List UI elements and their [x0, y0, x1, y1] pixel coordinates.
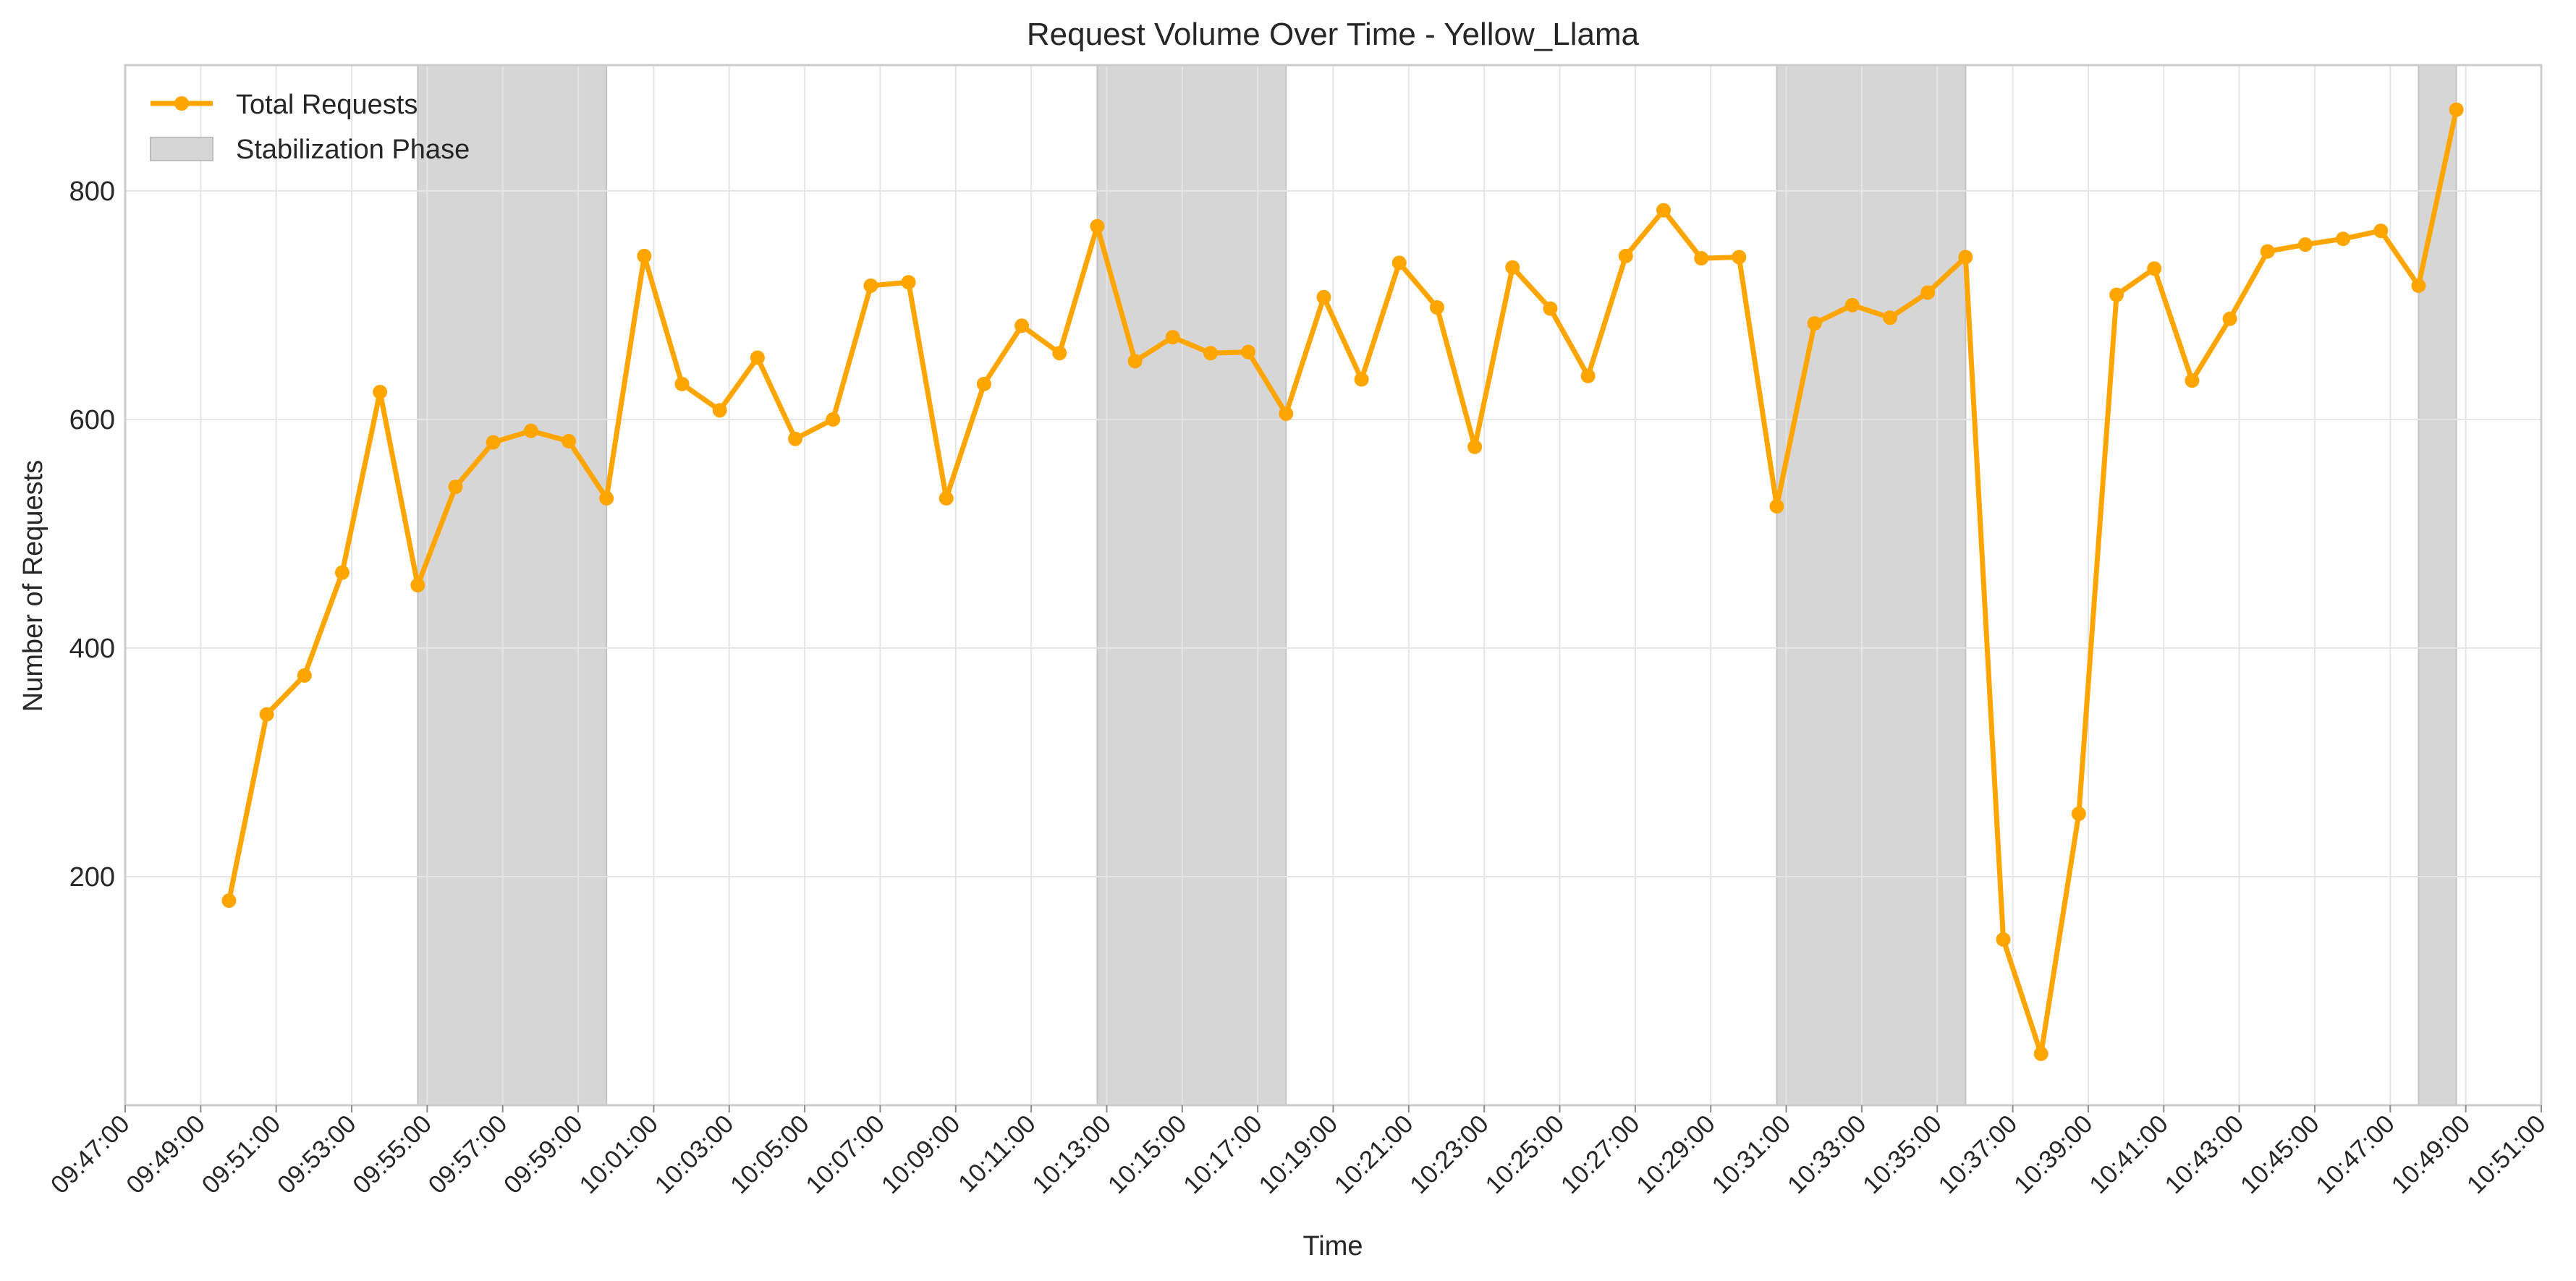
data-point	[1543, 301, 1558, 316]
data-point	[562, 433, 577, 448]
chart-title: Request Volume Over Time - Yellow_Llama	[1027, 17, 1640, 52]
data-point	[1316, 289, 1331, 305]
stabilization-region	[1096, 64, 1287, 1106]
data-point	[2071, 807, 2086, 822]
data-point	[1127, 354, 1143, 369]
data-point	[939, 490, 954, 506]
data-point	[448, 480, 463, 495]
data-point	[1279, 406, 1294, 421]
data-point	[2260, 244, 2275, 259]
data-point	[297, 668, 312, 683]
x-axis-label: Time	[1302, 1231, 1363, 1261]
data-point	[334, 565, 349, 580]
data-point	[2297, 237, 2313, 252]
data-point	[2147, 261, 2162, 276]
legend-shade-swatch	[150, 137, 213, 161]
data-point	[1694, 251, 1709, 266]
data-point	[1958, 250, 1973, 265]
legend: Total Requests Stabilization Phase	[150, 90, 470, 165]
data-point	[1429, 300, 1444, 315]
data-point	[637, 248, 652, 263]
data-point	[2109, 287, 2124, 302]
data-point	[1883, 310, 1898, 325]
data-point	[863, 278, 878, 293]
data-point	[373, 384, 388, 399]
legend-label-total-requests: Total Requests	[236, 90, 418, 120]
data-point	[826, 412, 841, 427]
data-point	[2411, 278, 2426, 293]
data-point	[486, 435, 501, 450]
data-point	[1920, 285, 1936, 300]
data-point	[259, 707, 274, 722]
data-point	[750, 350, 765, 365]
data-point	[1165, 330, 1180, 345]
data-point	[1467, 439, 1483, 454]
data-point	[1580, 368, 1596, 383]
data-point	[2033, 1046, 2048, 1061]
data-point	[788, 431, 803, 446]
data-point	[599, 490, 614, 506]
data-point	[1090, 218, 1105, 234]
data-point	[523, 423, 538, 438]
legend-marker-swatch	[174, 96, 189, 111]
data-point	[1656, 203, 1672, 218]
data-point	[976, 376, 991, 391]
stabilization-region	[417, 64, 608, 1106]
data-point	[2449, 102, 2464, 117]
y-tick-label: 800	[69, 176, 115, 207]
data-point	[1354, 372, 1369, 387]
data-point	[901, 275, 916, 290]
data-point	[1203, 346, 1218, 361]
data-point	[2222, 311, 2237, 326]
legend-label-stabilization-phase: Stabilization Phase	[236, 135, 470, 165]
data-point	[2336, 231, 2351, 247]
data-point	[1241, 344, 1256, 359]
data-point	[1391, 255, 1407, 271]
data-point	[674, 376, 690, 391]
data-point	[221, 893, 237, 908]
data-point	[712, 403, 727, 418]
data-point	[1505, 260, 1520, 275]
y-tick-label: 200	[69, 862, 115, 893]
data-point	[1769, 498, 1784, 514]
data-point	[1052, 346, 1067, 361]
data-point	[1844, 297, 1860, 312]
y-tick-label: 400	[69, 634, 115, 664]
data-point	[1996, 932, 2011, 947]
data-point	[2185, 373, 2200, 388]
data-point	[1732, 250, 1747, 265]
data-point	[1618, 248, 1633, 263]
series-line-total-requests	[226, 107, 2460, 1057]
data-point	[2373, 224, 2389, 239]
data-point	[1807, 316, 1822, 331]
y-tick-label: 600	[69, 405, 115, 435]
data-point	[1014, 318, 1030, 333]
data-point	[410, 578, 425, 592]
stabilization-region	[2418, 64, 2457, 1106]
y-axis-label: Number of Requests	[18, 460, 48, 712]
